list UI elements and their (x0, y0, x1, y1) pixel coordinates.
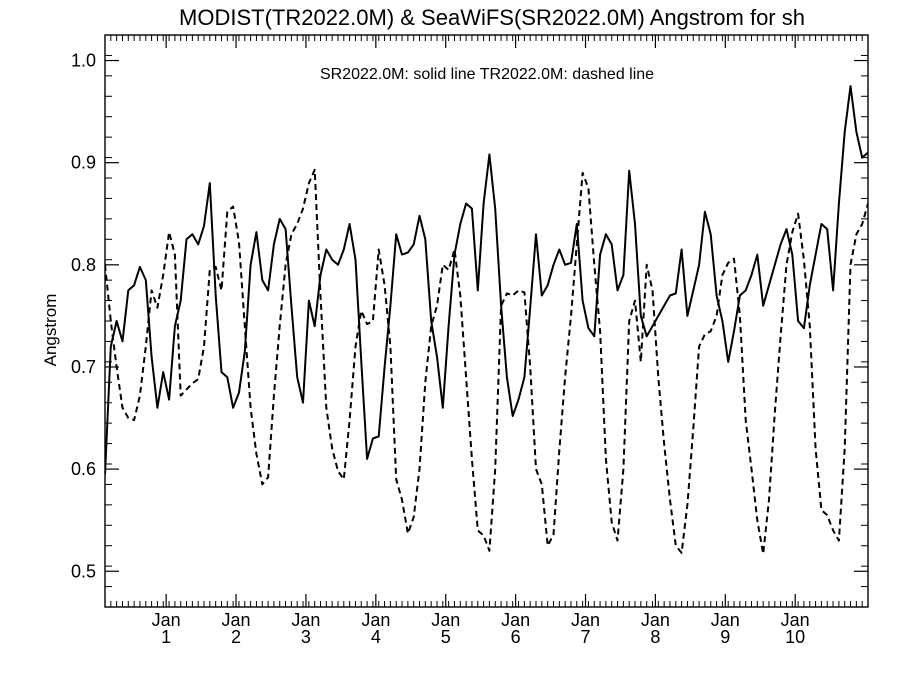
y-tick-label: 0.7 (71, 357, 96, 377)
x-tick-label-month: Jan (781, 610, 810, 630)
data-series (105, 85, 868, 555)
chart-title: MODIST(TR2022.0M) & SeaWiFS(SR2022.0M) A… (179, 5, 805, 30)
x-tick-label-month: Jan (222, 610, 251, 630)
x-tick-label-number: 1 (161, 627, 171, 647)
x-tick-label-number: 8 (650, 627, 660, 647)
x-tick-label-month: Jan (571, 610, 600, 630)
x-tick-label-month: Jan (431, 610, 460, 630)
axis-ticks: 0.50.60.70.80.91.0Jan1Jan2Jan3Jan4Jan5Ja… (71, 34, 869, 647)
x-tick-label-number: 9 (720, 627, 730, 647)
plot-frame (104, 34, 869, 608)
x-tick-label-month: Jan (641, 610, 670, 630)
x-tick-label-number: 10 (785, 627, 805, 647)
x-tick-label-month: Jan (501, 610, 530, 630)
x-tick-label-number: 2 (231, 627, 241, 647)
y-tick-label: 0.8 (71, 255, 96, 275)
x-tick-label-month: Jan (361, 610, 390, 630)
x-tick-label-number: 4 (371, 627, 381, 647)
series-line-solid (105, 85, 868, 475)
y-tick-label: 0.5 (71, 561, 96, 581)
x-tick-label-month: Jan (711, 610, 740, 630)
x-tick-label-number: 3 (301, 627, 311, 647)
line-style-legend: SR2022.0M: solid line TR2022.0M: dashed … (320, 66, 654, 83)
x-tick-label-month: Jan (291, 610, 320, 630)
x-tick-label-month: Jan (152, 610, 181, 630)
x-tick-label-number: 5 (441, 627, 451, 647)
series-line-dashed (105, 168, 868, 555)
x-tick-label-number: 7 (581, 627, 591, 647)
y-tick-label: 0.9 (71, 153, 96, 173)
x-tick-label-number: 6 (511, 627, 521, 647)
y-tick-label: 1.0 (71, 51, 96, 71)
y-tick-label: 0.6 (71, 459, 96, 479)
y-axis-label: Angstrom (41, 294, 60, 367)
